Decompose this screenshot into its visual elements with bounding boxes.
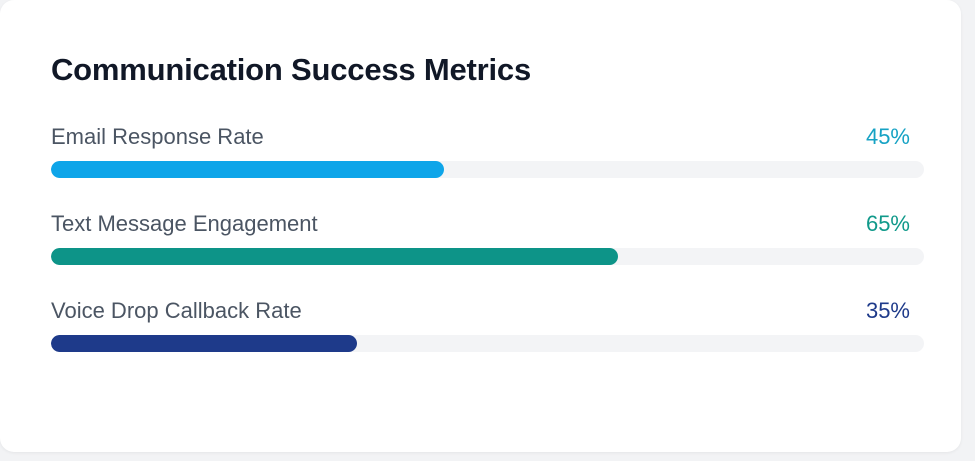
metric-value: 65% [865,211,910,236]
metric-label: Voice Drop Callback Rate [51,298,302,323]
metric-text-engagement: Text Message Engagement 65% [51,207,924,265]
metrics-list: Email Response Rate 45% Text Message Eng… [51,120,924,352]
progress-track [51,335,924,352]
metric-value: 45% [865,124,910,149]
metric-header: Email Response Rate 45% [51,120,910,154]
metric-label: Email Response Rate [51,124,264,149]
metrics-card: Communication Success Metrics Email Resp… [0,0,961,452]
metric-header: Voice Drop Callback Rate 35% [51,294,910,328]
metric-value: 35% [865,298,910,323]
metric-header: Text Message Engagement 65% [51,207,910,241]
progress-fill [51,161,444,178]
metric-label: Text Message Engagement [51,211,318,236]
progress-fill [51,248,619,265]
metric-email-response: Email Response Rate 45% [51,120,924,178]
card-title: Communication Success Metrics [51,52,532,87]
progress-track [51,161,924,178]
metric-voice-callback: Voice Drop Callback Rate 35% [51,294,924,352]
progress-fill [51,335,357,352]
progress-track [51,248,924,265]
